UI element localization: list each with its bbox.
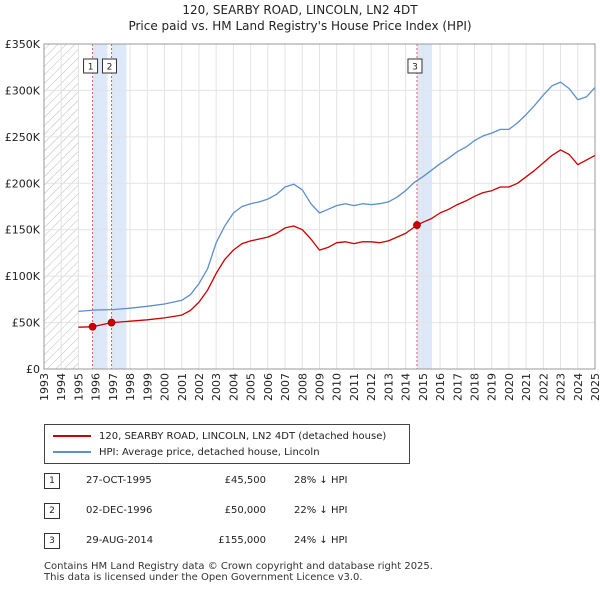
x-tick-label: 2011 bbox=[348, 373, 361, 401]
sale-point bbox=[88, 322, 97, 331]
price-chart: 1 2 3 £0 £50K £100K £150K £200K £250K £300K £350K 1… bbox=[5, 38, 600, 401]
x-tick-label: 2016 bbox=[434, 373, 447, 401]
x-tick-label: 2005 bbox=[245, 373, 258, 401]
table-row: 1 27-OCT-1995 £45,500 28% ↓ HPI bbox=[44, 473, 384, 489]
x-tick-label: 1998 bbox=[124, 373, 137, 401]
x-tick-label: 1993 bbox=[38, 373, 51, 401]
chart-subtitle: Price paid vs. HM Land Registry's House … bbox=[128, 19, 472, 33]
sale-label-box bbox=[407, 58, 423, 74]
x-tick-label: 2018 bbox=[468, 373, 481, 401]
property-series-line bbox=[78, 149, 596, 328]
x-tick-label: 2003 bbox=[210, 373, 223, 401]
footer-line-2: This data is licensed under the Open Gov… bbox=[44, 572, 363, 583]
footer-attribution: Contains HM Land Registry data © Crown c… bbox=[44, 561, 433, 583]
y-tick-label: £300K bbox=[5, 84, 41, 97]
y-tick-label: £350K bbox=[5, 38, 41, 51]
transaction-number: 1 bbox=[44, 473, 60, 489]
sale-label-box bbox=[101, 58, 117, 74]
x-tick-label: 2004 bbox=[227, 373, 240, 401]
transaction-number: 3 bbox=[44, 533, 60, 549]
transaction-date: 02-DEC-1996 bbox=[86, 505, 153, 516]
x-tick-label: 2020 bbox=[503, 373, 516, 401]
x-tick-label: 2017 bbox=[451, 373, 464, 401]
x-tick-label: 1994 bbox=[55, 373, 68, 401]
transaction-hpi-diff: 28% ↓ HPI bbox=[294, 475, 348, 486]
sale-highlight-band bbox=[92, 44, 108, 369]
chart-legend: 120, SEARBY ROAD, LINCOLN, LN2 4DT (deta… bbox=[44, 424, 410, 464]
x-tick-label: 2010 bbox=[331, 373, 344, 401]
chart-title: 120, SEARBY ROAD, LINCOLN, LN2 4DT bbox=[182, 3, 418, 17]
x-tick-label: 2015 bbox=[417, 373, 430, 401]
x-tick-label: 2025 bbox=[589, 373, 600, 401]
transaction-price: £50,000 bbox=[224, 505, 266, 516]
table-row: 3 29-AUG-2014 £155,000 24% ↓ HPI bbox=[44, 533, 384, 549]
sale-highlight-band bbox=[111, 44, 127, 369]
transaction-number: 2 bbox=[44, 503, 60, 519]
y-tick-label: £200K bbox=[5, 177, 41, 190]
x-tick-label: 2014 bbox=[400, 373, 413, 401]
sale-point bbox=[107, 318, 116, 327]
sale-label-text: 2 bbox=[107, 63, 113, 73]
legend-label-hpi: HPI: Average price, detached house, Linc… bbox=[99, 446, 320, 458]
sale-label-box bbox=[83, 58, 99, 74]
sale-point bbox=[413, 221, 421, 229]
y-tick-label: £100K bbox=[5, 270, 41, 283]
x-tick-label: 2009 bbox=[314, 373, 327, 401]
x-tick-label: 2023 bbox=[555, 373, 568, 401]
table-row: 2 02-DEC-1996 £50,000 22% ↓ HPI bbox=[44, 503, 384, 519]
x-tick-label: 1995 bbox=[72, 373, 85, 401]
hpi-series-line bbox=[78, 81, 596, 313]
sale-label-text: 1 bbox=[88, 63, 94, 73]
x-tick-label: 2022 bbox=[537, 373, 550, 401]
transaction-hpi-diff: 24% ↓ HPI bbox=[294, 535, 348, 546]
footer-line-1: Contains HM Land Registry data © Crown c… bbox=[44, 561, 433, 572]
x-tick-label: 2012 bbox=[365, 373, 378, 401]
sale-highlight-band bbox=[416, 44, 432, 369]
transaction-price: £155,000 bbox=[218, 535, 266, 546]
x-tick-label: 2001 bbox=[176, 373, 189, 401]
transaction-hpi-diff: 22% ↓ HPI bbox=[294, 505, 348, 516]
transaction-date: 27-OCT-1995 bbox=[86, 475, 152, 486]
transaction-price: £45,500 bbox=[224, 475, 266, 486]
legend-swatch-property bbox=[53, 435, 91, 437]
plot-border bbox=[43, 43, 596, 370]
x-tick-label: 1997 bbox=[107, 373, 120, 401]
x-tick-label: 2002 bbox=[193, 373, 206, 401]
x-tick-label: 2000 bbox=[159, 373, 172, 401]
legend-swatch-hpi bbox=[53, 451, 91, 453]
x-tick-label: 2006 bbox=[262, 373, 275, 401]
x-tick-label: 2024 bbox=[572, 373, 585, 401]
sale-label-text: 3 bbox=[412, 63, 418, 73]
x-tick-label: 2007 bbox=[279, 373, 292, 401]
x-tick-label: 2019 bbox=[486, 373, 499, 401]
y-tick-label: £150K bbox=[5, 224, 41, 237]
y-tick-label: £250K bbox=[5, 131, 41, 144]
transaction-date: 29-AUG-2014 bbox=[86, 535, 154, 546]
y-tick-label: £50K bbox=[12, 317, 41, 330]
x-tick-label: 2021 bbox=[520, 373, 533, 401]
x-tick-label: 2008 bbox=[296, 373, 309, 401]
legend-item-property: 120, SEARBY ROAD, LINCOLN, LN2 4DT (deta… bbox=[53, 429, 386, 443]
x-tick-label: 1999 bbox=[141, 373, 154, 401]
legend-label-property: 120, SEARBY ROAD, LINCOLN, LN2 4DT (deta… bbox=[99, 430, 387, 442]
x-tick-label: 2013 bbox=[382, 373, 395, 401]
y-tick-label: £0 bbox=[26, 363, 40, 376]
legend-item-hpi: HPI: Average price, detached house, Linc… bbox=[53, 445, 320, 459]
x-tick-label: 1996 bbox=[90, 373, 103, 401]
